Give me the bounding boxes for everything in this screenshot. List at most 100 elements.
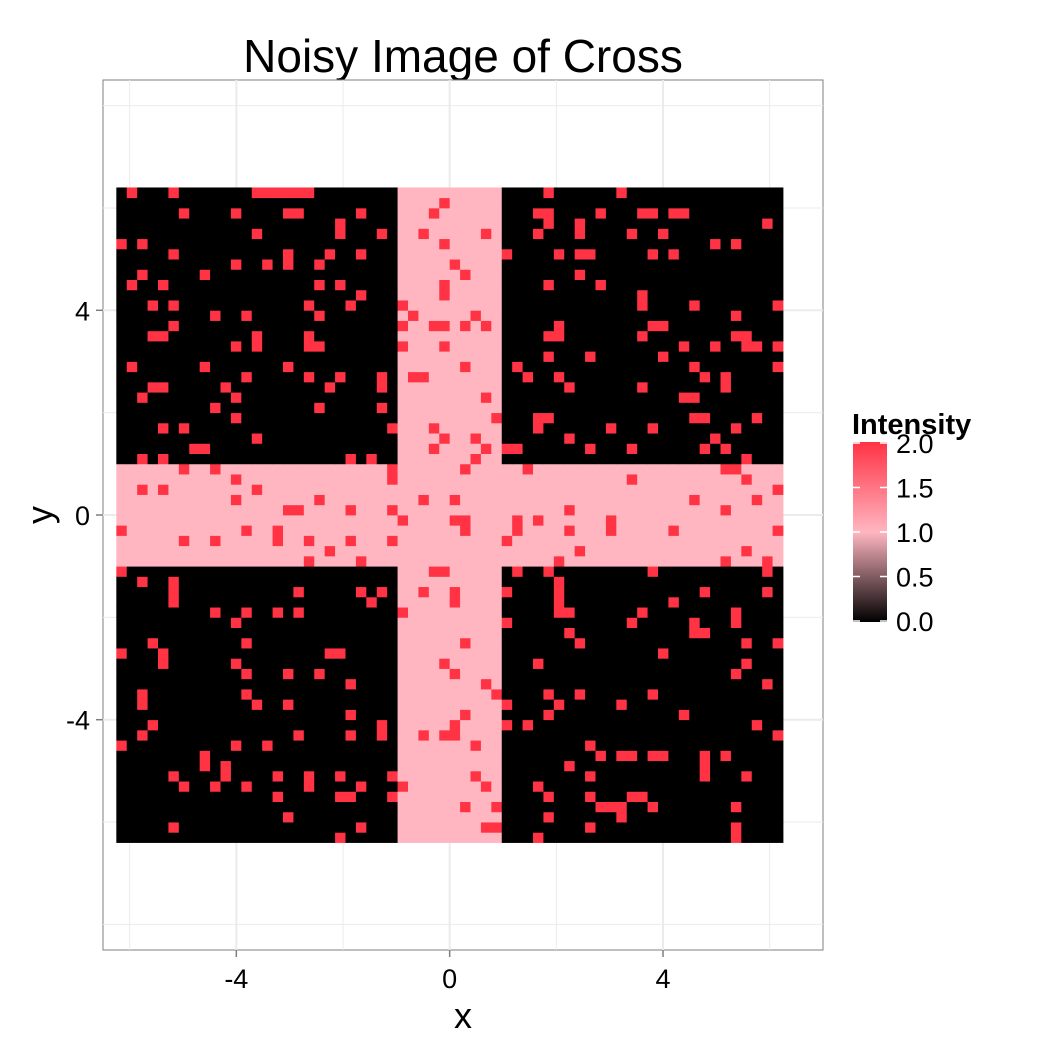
heatmap-cell [230,320,242,332]
heatmap-cell [387,668,398,680]
heatmap-cell [574,371,586,383]
heatmap-cell [324,535,336,547]
heatmap-cell [199,248,211,260]
heatmap-cell [220,648,232,659]
heatmap-cell [741,228,753,240]
heatmap-cell [470,740,482,751]
heatmap-cell [137,617,148,628]
heatmap-cell [668,269,680,280]
heatmap-cell [595,422,607,434]
heatmap-cell [699,596,711,608]
heatmap-cell [345,566,357,577]
heatmap-cell [199,648,211,659]
heatmap-cell [335,576,346,588]
heatmap-cell [522,658,534,669]
heatmap-cell [574,545,586,557]
heatmap-cell [710,668,721,680]
heatmap-cell [574,699,586,710]
heatmap-cell [522,729,534,741]
heatmap-cell [366,832,378,843]
heatmap-cell [272,504,284,516]
heatmap-cell [428,259,440,270]
heatmap-cell [366,433,378,444]
heatmap-cell [449,422,461,434]
heatmap-cell [564,248,576,260]
heatmap-cell [158,494,169,506]
heatmap-cell [460,515,471,526]
heatmap-cell [178,678,190,690]
heatmap-cell [147,535,159,547]
heatmap-cell [480,576,492,588]
heatmap-cell [335,719,346,731]
heatmap-cell [616,627,628,639]
heatmap-cell [314,443,326,454]
heatmap-cell [303,719,315,731]
heatmap-cell [533,330,544,342]
heatmap-cell [751,422,763,434]
heatmap-cell [741,279,753,291]
heatmap-cell [230,402,242,414]
heatmap-cell [689,832,701,843]
heatmap-cell [730,596,742,608]
heatmap-cell [647,596,659,608]
heatmap-cell [408,248,419,260]
heatmap-cell [491,699,503,710]
heatmap-cell [230,371,242,383]
heatmap-cell [730,699,742,710]
heatmap-cell [324,341,336,352]
heatmap-cell [553,494,565,506]
heatmap-cell [647,320,659,332]
heatmap-cell [449,627,461,639]
heatmap-cell [408,341,419,352]
heatmap-cell [439,699,451,710]
heatmap-cell [553,238,565,250]
heatmap-cell [730,494,742,506]
heatmap-cell [283,515,294,526]
heatmap-cell [345,545,357,557]
heatmap-cell [605,699,617,710]
heatmap-cell [418,330,430,342]
heatmap-cell [262,300,273,311]
heatmap-cell [147,566,159,577]
heatmap-cell [699,699,711,710]
heatmap-cell [710,300,721,311]
heatmap-cell [762,791,773,802]
heatmap-cell [397,443,409,454]
heatmap-cell [335,402,346,414]
heatmap-cell [137,320,148,332]
heatmap-cell [605,648,617,659]
heatmap-cell [678,515,690,526]
heatmap-cell [626,494,638,506]
heatmap-cell [585,443,596,454]
heatmap-cell [480,586,492,598]
heatmap-cell [283,238,294,250]
heatmap-cell [366,740,378,751]
heatmap-cell [480,822,492,833]
heatmap-cell [345,351,357,362]
heatmap-cell [366,300,378,311]
heatmap-cell [324,668,336,680]
heatmap-cell [272,760,284,772]
heatmap-cell [376,228,388,240]
heatmap-cell [480,740,492,751]
heatmap-cell [678,289,690,301]
heatmap-cell [168,607,180,618]
heatmap-cell [460,729,471,741]
heatmap-cell [678,678,690,690]
heatmap-cell [272,740,284,751]
heatmap-cell [168,310,180,321]
heatmap-cell [772,515,784,526]
heatmap-cell [605,832,617,843]
heatmap-cell [605,228,617,240]
heatmap-cell [730,320,742,332]
heatmap-cell [480,648,492,659]
heatmap-cell [314,555,326,567]
heatmap-cell [230,781,242,792]
heatmap-cell [230,228,242,240]
heatmap-cell [178,822,190,833]
colorbar-label: 0.5 [896,563,934,593]
heatmap-cell [762,381,773,393]
heatmap-cell [397,791,409,802]
heatmap-cell [168,381,180,393]
heatmap-cell [595,238,607,250]
